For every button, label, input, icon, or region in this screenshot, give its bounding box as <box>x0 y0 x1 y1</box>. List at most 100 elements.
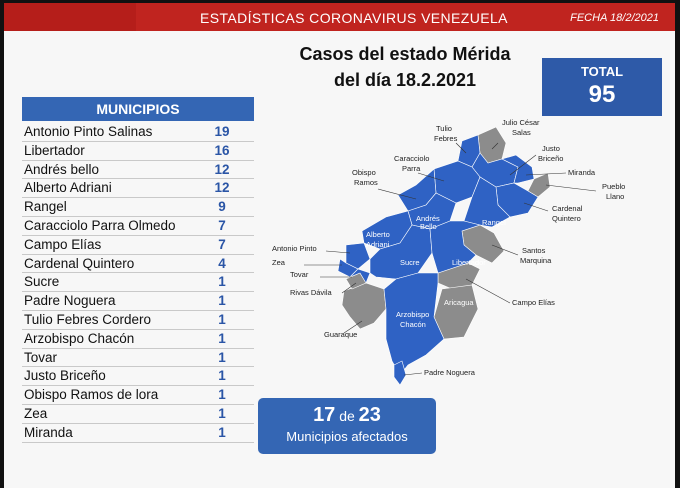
label-padre: Padre Noguera <box>424 368 476 377</box>
label-tulio-2: Febres <box>434 134 458 143</box>
label-libertador: Libertador <box>452 258 486 267</box>
label-miranda: Miranda <box>568 168 596 177</box>
label-campo: Campo Elías <box>512 298 555 307</box>
banner-title: ESTADÍSTICAS CORONAVIRUS VENEZUELA <box>200 10 508 26</box>
municipio-count: 7 <box>218 236 226 252</box>
municipio-name: Sucre <box>24 274 60 290</box>
municipio-count: 1 <box>218 311 226 327</box>
label-santos-1: Santos <box>522 246 546 255</box>
municipio-count: 1 <box>218 368 226 384</box>
label-tulio-1: Tulio <box>436 124 452 133</box>
municipio-name: Campo Elías <box>24 236 102 252</box>
label-andres-2: Bello <box>420 222 437 231</box>
map-region-libertador <box>429 220 482 274</box>
label-caracciolo-1: Caracciolo <box>394 154 429 163</box>
title-line-2: del día 18.2.2021 <box>333 70 477 90</box>
label-aricagua: Aricagua <box>444 298 474 307</box>
table-row: Antonio Pinto Salinas 19 <box>22 123 254 142</box>
label-cardenal-1: Cardenal <box>552 204 583 213</box>
table-row: Arzobispo Chacón 1 <box>22 330 254 349</box>
municipio-name: Cardenal Quintero <box>24 255 135 271</box>
label-julio-2: Salas <box>512 128 531 137</box>
map-region-tovar <box>349 268 371 284</box>
label-rivas: Rivas Dávila <box>290 288 333 297</box>
table-row: Padre Noguera 1 <box>22 292 254 311</box>
municipio-count: 1 <box>218 330 226 346</box>
municipio-name: Caracciolo Parra Olmedo <box>24 217 176 233</box>
map-region-guaraque <box>341 282 387 330</box>
municipio-count: 1 <box>218 387 226 403</box>
table-row: Campo Elías 7 <box>22 236 254 255</box>
map-region-arzobispo-chacon <box>383 272 445 376</box>
label-guaraque: Guaraque <box>324 330 357 339</box>
label-julio-1: Julio César <box>502 118 540 127</box>
leader-lines <box>304 142 597 376</box>
municipio-name: Alberto Adriani <box>24 180 112 196</box>
header-banner: ESTADÍSTICAS CORONAVIRUS VENEZUELA FECHA… <box>4 3 675 31</box>
map-region-padre-noguera <box>393 360 407 386</box>
municipio-count: 12 <box>214 180 230 196</box>
label-zea: Zea <box>272 258 286 267</box>
table-row: Cardenal Quintero 4 <box>22 255 254 274</box>
table-row: Justo Briceño 1 <box>22 367 254 387</box>
page-title: Casos del estado Mérida del día 18.2.202… <box>260 41 550 93</box>
label-sucre: Sucre <box>400 258 420 267</box>
label-rangel: Rangel <box>482 218 506 227</box>
municipio-name: Zea <box>24 405 48 421</box>
total-label: TOTAL <box>580 64 624 79</box>
municipio-count: 19 <box>214 124 230 139</box>
municipio-count: 7 <box>218 217 226 233</box>
municipio-name: Libertador <box>24 142 85 158</box>
label-alberto-1: Alberto <box>366 230 390 239</box>
municipio-name: Arzobispo Chacón <box>24 330 135 346</box>
affected-total: 23 <box>358 404 381 426</box>
municipio-name: Andrés bello <box>24 161 100 177</box>
municipio-name: Rangel <box>24 199 67 215</box>
affected-box: 17 de 23 Municipios afectados <box>258 398 436 454</box>
municipio-name: Justo Briceño <box>24 368 106 384</box>
infographic-sheet: ESTADÍSTICAS CORONAVIRUS VENEZUELA FECHA… <box>4 3 675 488</box>
table-row: Rangel 9 <box>22 198 254 217</box>
table-row: Caracciolo Parra Olmedo 7 <box>22 217 254 236</box>
total-value: 95 <box>588 81 616 108</box>
municipio-name: Obispo Ramos de lora <box>24 387 159 403</box>
table-row: Tovar 1 <box>22 349 254 368</box>
municipio-count: 9 <box>218 199 226 215</box>
label-tovar: Tovar <box>290 270 309 279</box>
label-santos-2: Marquina <box>520 256 552 265</box>
municipios-header: MUNICIPIOS <box>22 97 254 121</box>
label-alberto-2: Adriani <box>366 240 390 249</box>
map-region-antonio-pinto <box>345 242 371 270</box>
table-row: Andrés bello 12 <box>22 161 254 180</box>
label-obispo-2: Ramos <box>354 178 378 187</box>
affected-of: de <box>339 408 355 424</box>
label-justo-1: Justo <box>542 144 560 153</box>
affected-count: 17 <box>313 404 336 426</box>
municipio-name: Padre Noguera <box>24 293 116 309</box>
label-pueblo-1: Pueblo <box>602 182 625 191</box>
table-row: Miranda 1 <box>22 424 254 443</box>
affected-regions <box>337 134 539 386</box>
municipio-count: 16 <box>214 142 230 158</box>
map-labels: Tulio Febres Julio César Salas Justo Bri… <box>272 118 625 377</box>
table-row: Zea 1 <box>22 405 254 424</box>
municipio-count: 12 <box>214 161 230 177</box>
label-obispo-1: Obispo <box>352 168 376 177</box>
table-row: Alberto Adriani 12 <box>22 179 254 199</box>
municipio-name: Antonio Pinto Salinas <box>24 124 153 139</box>
affected-ratio: 17 de 23 <box>258 404 436 427</box>
municipio-count: 1 <box>218 349 226 365</box>
title-line-1: Casos del estado Mérida <box>299 44 511 64</box>
label-justo-2: Briceño <box>538 154 563 163</box>
merida-map: Tulio Febres Julio César Salas Justo Bri… <box>272 118 625 386</box>
label-cardenal-2: Quintero <box>552 214 581 223</box>
banner-accent <box>4 3 136 31</box>
municipio-name: Tovar <box>24 349 58 365</box>
label-antonio: Antonio Pinto <box>272 244 317 253</box>
municipio-count: 1 <box>218 293 226 309</box>
municipio-count: 4 <box>218 255 226 271</box>
label-pueblo-2: Llano <box>606 192 624 201</box>
label-caracciolo-2: Parra <box>402 164 421 173</box>
total-box: TOTAL 95 <box>542 58 662 116</box>
